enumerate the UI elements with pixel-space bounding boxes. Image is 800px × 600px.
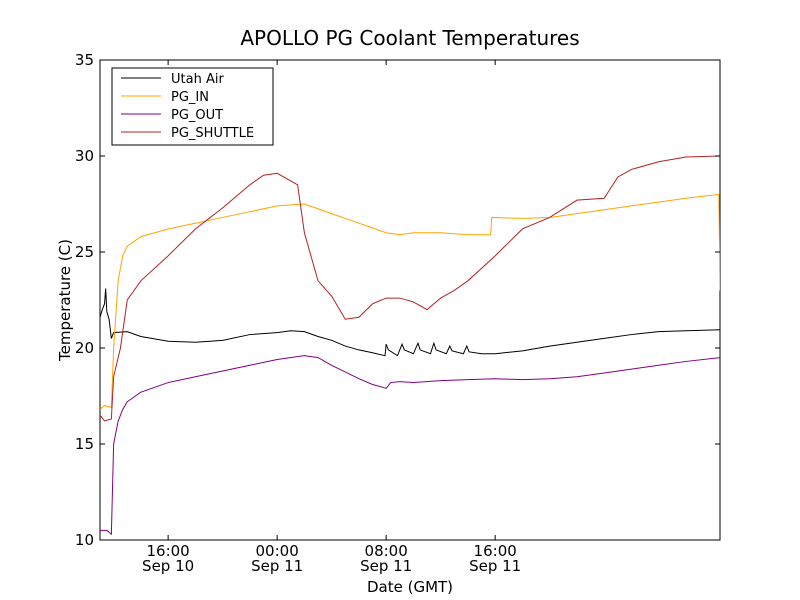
x-tick-time-label: 08:00	[365, 542, 408, 560]
legend-label-pg-out: PG_OUT	[171, 108, 223, 123]
y-tick-label: 35	[75, 51, 94, 69]
legend-label-pg-in: PG_IN	[171, 90, 209, 105]
y-tick-label: 20	[75, 339, 94, 357]
y-tick-label: 25	[75, 243, 94, 261]
y-axis-label: Temperature (C)	[56, 239, 74, 362]
series-line-pg-out	[100, 355, 720, 536]
x-tick-date-label: Sep 10	[142, 557, 194, 575]
y-tick-label: 15	[75, 435, 94, 453]
y-tick-label: 30	[75, 147, 94, 165]
legend-label-utah-air: Utah Air	[171, 72, 224, 87]
series-line-utah-air	[100, 288, 720, 357]
x-tick-date-label: Sep 11	[469, 557, 521, 575]
series-layer	[100, 155, 720, 536]
series-line-pg-shuttle	[100, 155, 720, 422]
x-tick-time-label: 00:00	[256, 542, 299, 560]
legend: Utah Air PG_IN PG_OUT PG_SHUTTLE	[111, 67, 274, 146]
x-tick-date-label: Sep 11	[360, 557, 412, 575]
x-tick-date-label: Sep 11	[251, 557, 303, 575]
series-line-pg-in	[100, 193, 720, 410]
chart-title: APOLLO PG Coolant Temperatures	[240, 26, 579, 50]
x-axis-label: Date (GMT)	[367, 578, 453, 596]
x-tick-time-label: 16:00	[147, 542, 190, 560]
legend-label-pg-shuttle: PG_SHUTTLE	[171, 126, 254, 141]
x-tick-time-label: 16:00	[474, 542, 517, 560]
y-tick-label: 10	[75, 531, 94, 549]
